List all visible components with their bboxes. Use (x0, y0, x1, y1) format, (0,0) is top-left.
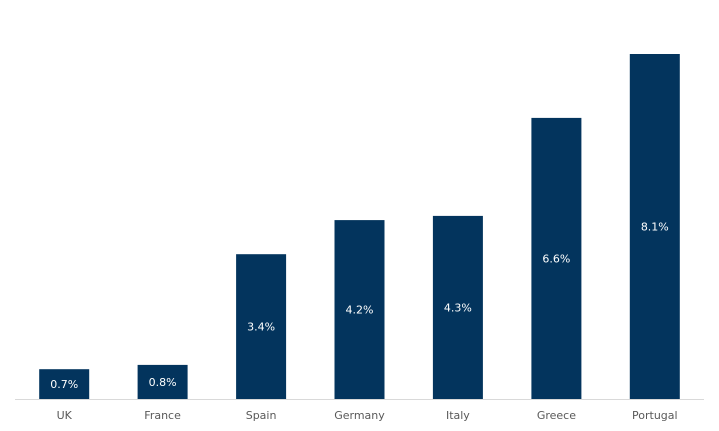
bar-france (137, 364, 188, 399)
x-tick-label-italy: Italy (446, 409, 470, 422)
data-labels-layer: 0.7% 0.8% 3.4% 4.2% 4.3% 6.6% 8.1% (50, 221, 669, 392)
data-label-uk: 0.7% (50, 378, 78, 391)
x-tick-label-uk: UK (57, 409, 73, 422)
data-label-france: 0.8% (149, 376, 177, 389)
data-label-greece: 6.6% (542, 252, 570, 265)
x-tick-label-france: France (144, 409, 181, 422)
data-label-italy: 4.3% (444, 301, 472, 314)
bar-italy (432, 215, 483, 399)
bars-layer (39, 54, 680, 400)
x-tick-label-greece: Greece (537, 409, 576, 422)
bar-greece (531, 117, 582, 400)
x-tick-label-portugal: Portugal (632, 409, 678, 422)
bar-uk (39, 369, 90, 399)
data-label-spain: 3.4% (247, 321, 275, 334)
bar-spain (236, 254, 287, 399)
data-label-portugal: 8.1% (641, 221, 669, 234)
x-tick-label-spain: Spain (246, 409, 277, 422)
data-label-germany: 4.2% (346, 304, 374, 317)
bar-germany (334, 220, 385, 399)
x-tick-label-germany: Germany (334, 409, 385, 422)
x-tick-labels-layer: UK France Spain Germany Italy Greece Portugal (57, 409, 678, 422)
bar-portugal (629, 54, 680, 399)
